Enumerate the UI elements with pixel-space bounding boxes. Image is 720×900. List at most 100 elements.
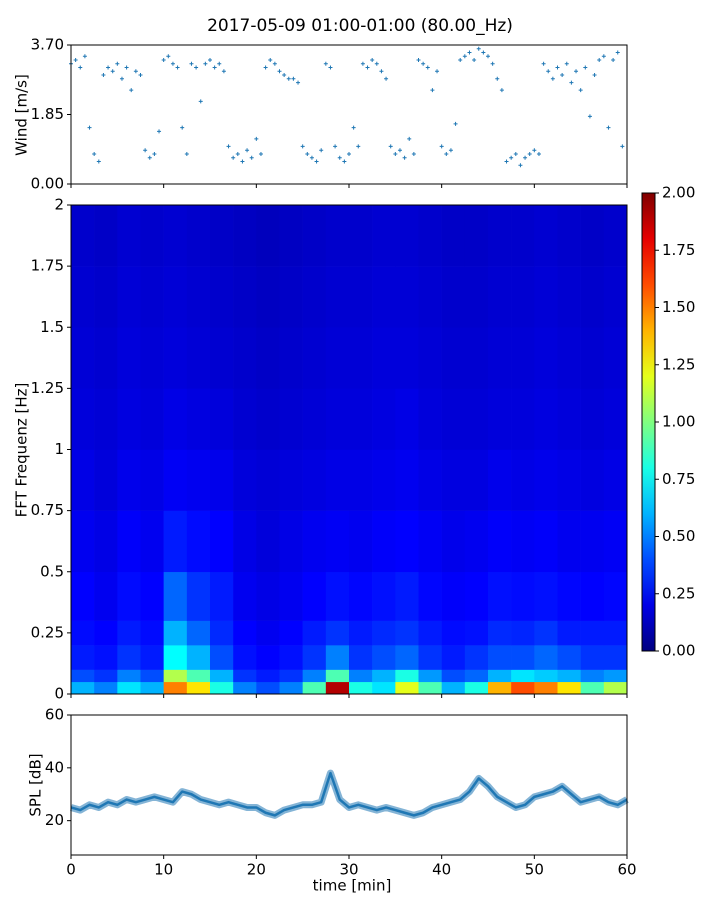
heat-cell: [140, 510, 164, 573]
heat-cell: [441, 620, 466, 646]
heat-cell: [603, 571, 628, 621]
heat-cell: [140, 449, 164, 511]
heat-cell: [256, 266, 280, 328]
point: [509, 155, 514, 160]
heat-cell: [580, 327, 605, 389]
heat-cell: [302, 571, 327, 621]
point: [550, 76, 555, 81]
heat-cell: [94, 449, 118, 511]
axes-frame: [70, 44, 628, 185]
heat-cell: [372, 327, 396, 389]
point: [504, 159, 509, 164]
point: [226, 144, 231, 149]
point: [421, 61, 426, 66]
point: [328, 65, 333, 70]
heat-cell: [71, 620, 95, 646]
heat-cell: [580, 510, 605, 573]
heat-cell: [71, 388, 95, 450]
heat-cell: [256, 449, 280, 511]
heat-cell: [233, 620, 257, 646]
point: [87, 125, 92, 130]
colorbar-tick-label: 0.25: [662, 584, 695, 602]
heat-cell: [94, 266, 118, 328]
heat-cell: [534, 449, 558, 511]
point: [430, 88, 435, 93]
point: [583, 65, 588, 70]
heat-cell: [372, 620, 396, 646]
heat-cell: [117, 571, 141, 621]
heat-cell: [94, 205, 118, 267]
y-tick-label: 20: [45, 811, 64, 829]
point: [333, 144, 338, 149]
point: [180, 125, 185, 130]
heat-cell: [441, 571, 466, 621]
heat-cell: [464, 449, 489, 511]
heat-cell: [511, 681, 535, 695]
heat-cell: [441, 449, 466, 511]
y-tick-label: 60: [45, 706, 64, 724]
heat-cell: [210, 510, 234, 573]
heat-cell: [557, 205, 581, 267]
colorbar-tick-label: 2.00: [662, 184, 695, 202]
point: [198, 99, 203, 104]
heat-cell: [557, 388, 581, 450]
heat-cell: [140, 669, 164, 683]
heat-cell: [186, 266, 211, 328]
heat-cell: [117, 620, 141, 646]
point: [523, 155, 528, 160]
point: [143, 148, 148, 153]
heat-cell: [418, 388, 442, 450]
heat-cell: [279, 327, 303, 389]
heat-cell: [325, 205, 350, 267]
y-tick-label: 3.70: [31, 36, 64, 54]
point: [286, 76, 291, 81]
heat-cell: [117, 266, 141, 328]
point: [606, 125, 611, 130]
point: [240, 159, 245, 164]
point: [166, 54, 171, 59]
heat-cell: [557, 510, 581, 573]
x-tick-label: 20: [247, 861, 266, 879]
heat-cell: [488, 620, 512, 646]
point: [115, 61, 120, 66]
point: [296, 80, 301, 85]
heat-cell: [464, 266, 489, 328]
plot-area: [71, 205, 628, 695]
heat-cell: [534, 510, 558, 573]
heat-cell: [418, 645, 442, 670]
colorbar: [641, 192, 656, 652]
heat-cell: [163, 645, 188, 670]
point: [300, 144, 305, 149]
heat-cell: [511, 388, 535, 450]
heat-cell: [372, 449, 396, 511]
heat-cell: [603, 205, 628, 267]
y-tick-label: 0: [54, 685, 64, 703]
point: [425, 65, 430, 70]
point: [578, 88, 583, 93]
heat-cell: [117, 645, 141, 670]
heat-cell: [325, 327, 350, 389]
point: [611, 58, 616, 63]
point: [476, 46, 481, 51]
point: [411, 151, 416, 156]
heat-cell: [372, 681, 396, 695]
point: [277, 69, 282, 74]
heat-cell: [233, 510, 257, 573]
heat-cell: [580, 571, 605, 621]
heat-cell: [186, 388, 211, 450]
point: [592, 73, 597, 78]
point: [82, 54, 87, 59]
heat-cell: [511, 620, 535, 646]
x-axis-label: time [min]: [313, 877, 392, 895]
heat-cell: [418, 620, 442, 646]
line: [70, 771, 628, 817]
point: [597, 58, 602, 63]
heat-cell: [372, 510, 396, 573]
heat-cell: [372, 266, 396, 328]
heat-cell: [464, 571, 489, 621]
heat-cell: [71, 571, 95, 621]
point: [513, 151, 518, 156]
heat-cell: [302, 327, 327, 389]
point: [184, 151, 189, 156]
heat-cell: [580, 681, 605, 695]
